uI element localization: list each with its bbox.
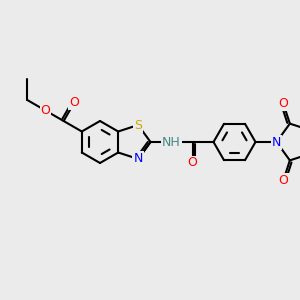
Text: O: O <box>278 174 288 187</box>
Text: NH: NH <box>162 136 181 148</box>
Text: O: O <box>278 97 288 110</box>
Text: O: O <box>69 96 79 109</box>
Text: O: O <box>40 104 50 117</box>
Text: S: S <box>134 118 142 131</box>
Text: O: O <box>188 157 197 169</box>
Text: N: N <box>272 136 281 148</box>
Text: N: N <box>134 152 143 166</box>
